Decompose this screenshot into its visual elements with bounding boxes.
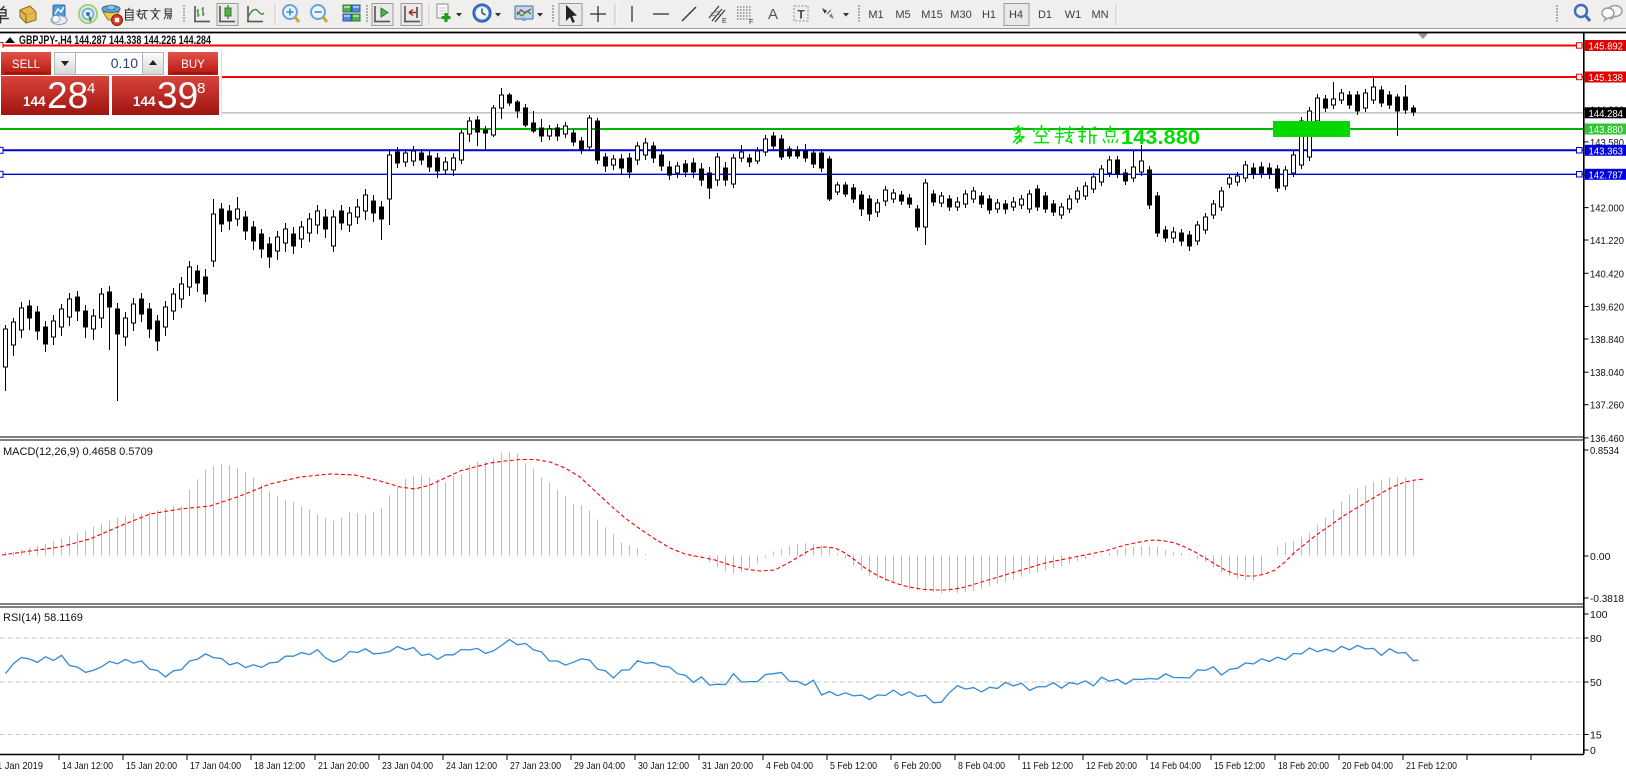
svg-text:145.892: 145.892: [1589, 41, 1624, 53]
svg-text:100: 100: [1590, 609, 1608, 621]
svg-text:M5: M5: [895, 9, 910, 21]
svg-text:21 Jan 20:00: 21 Jan 20:00: [318, 760, 369, 772]
svg-text:8 Feb 04:00: 8 Feb 04:00: [958, 760, 1005, 772]
svg-text:30 Jan 12:00: 30 Jan 12:00: [638, 760, 689, 772]
svg-text:W1: W1: [1065, 9, 1082, 21]
svg-text:T: T: [797, 8, 805, 22]
svg-text:-0.3818: -0.3818: [1590, 593, 1624, 605]
svg-text:5 Feb 12:00: 5 Feb 12:00: [830, 760, 877, 772]
svg-text:20 Feb 04:00: 20 Feb 04:00: [1342, 760, 1393, 772]
svg-text:137.260: 137.260: [1590, 400, 1624, 412]
svg-text:142.787: 142.787: [1589, 169, 1624, 181]
svg-text:24 Jan 12:00: 24 Jan 12:00: [446, 760, 497, 772]
svg-text:RSI(14) 58.1169: RSI(14) 58.1169: [3, 612, 83, 624]
svg-text:0.00: 0.00: [1590, 551, 1611, 563]
svg-text:143.880: 143.880: [1121, 127, 1200, 149]
svg-text:136.460: 136.460: [1590, 433, 1624, 445]
svg-text:144: 144: [133, 94, 156, 109]
svg-text:18 Feb 20:00: 18 Feb 20:00: [1278, 760, 1329, 772]
svg-text:143.363: 143.363: [1589, 145, 1624, 157]
svg-text:BUY: BUY: [181, 59, 205, 71]
svg-text:D1: D1: [1038, 9, 1052, 21]
svg-text:144.284: 144.284: [1589, 108, 1624, 120]
svg-text:28: 28: [47, 75, 88, 116]
svg-text:MN: MN: [1091, 9, 1108, 21]
svg-text:18 Jan 12:00: 18 Jan 12:00: [254, 760, 305, 772]
svg-text:142.000: 142.000: [1590, 203, 1624, 215]
svg-text:MACD(12,26,9) 0.4658 0.5709: MACD(12,26,9) 0.4658 0.5709: [3, 446, 153, 458]
svg-text:E: E: [722, 18, 727, 25]
svg-text:141.220: 141.220: [1590, 235, 1624, 247]
svg-text:21 Feb 12:00: 21 Feb 12:00: [1406, 760, 1457, 772]
svg-text:15: 15: [1590, 730, 1602, 742]
svg-text:0.8534: 0.8534: [1590, 445, 1619, 457]
svg-text:M30: M30: [950, 9, 971, 21]
svg-text:M1: M1: [868, 9, 883, 21]
svg-text:145.138: 145.138: [1589, 72, 1624, 84]
svg-text:139.620: 139.620: [1590, 302, 1624, 314]
svg-text:140.420: 140.420: [1590, 268, 1624, 280]
svg-text:17 Jan 04:00: 17 Jan 04:00: [190, 760, 241, 772]
svg-text:143.880: 143.880: [1589, 124, 1624, 136]
svg-text:29 Jan 04:00: 29 Jan 04:00: [574, 760, 625, 772]
svg-text:144: 144: [23, 94, 46, 109]
svg-text:14 Feb 04:00: 14 Feb 04:00: [1150, 760, 1201, 772]
svg-text:50: 50: [1590, 677, 1602, 689]
svg-text:31 Jan 20:00: 31 Jan 20:00: [702, 760, 753, 772]
svg-text:H1: H1: [982, 9, 996, 21]
svg-text:6 Feb 20:00: 6 Feb 20:00: [894, 760, 941, 772]
svg-text:23 Jan 04:00: 23 Jan 04:00: [382, 760, 433, 772]
svg-text:H4: H4: [1009, 9, 1023, 21]
svg-text:0.10: 0.10: [111, 55, 138, 71]
svg-text:15 Feb 12:00: 15 Feb 12:00: [1214, 760, 1265, 772]
svg-text:GBPJPY-,H4 144.287 144.338 14: GBPJPY-,H4 144.287 144.338 144.226 144.2…: [19, 35, 211, 47]
svg-text:A: A: [768, 6, 778, 23]
svg-text:M15: M15: [921, 9, 942, 21]
svg-text:39: 39: [157, 75, 198, 116]
svg-text:8: 8: [197, 80, 205, 97]
svg-text:80: 80: [1590, 633, 1602, 645]
svg-text:12 Feb 20:00: 12 Feb 20:00: [1086, 760, 1137, 772]
svg-text:F: F: [749, 19, 753, 26]
svg-text:1 Jan 2019: 1 Jan 2019: [0, 760, 43, 772]
svg-text:14 Jan 12:00: 14 Jan 12:00: [62, 760, 113, 772]
svg-text:0: 0: [1590, 745, 1596, 757]
svg-text:11 Feb 12:00: 11 Feb 12:00: [1022, 760, 1073, 772]
svg-text:15 Jan 20:00: 15 Jan 20:00: [126, 760, 177, 772]
svg-text:27 Jan 23:00: 27 Jan 23:00: [510, 760, 561, 772]
svg-text:4: 4: [87, 80, 95, 97]
svg-text:138.040: 138.040: [1590, 367, 1624, 379]
svg-text:138.840: 138.840: [1590, 334, 1624, 346]
svg-text:SELL: SELL: [12, 59, 41, 71]
svg-text:4 Feb 04:00: 4 Feb 04:00: [766, 760, 813, 772]
